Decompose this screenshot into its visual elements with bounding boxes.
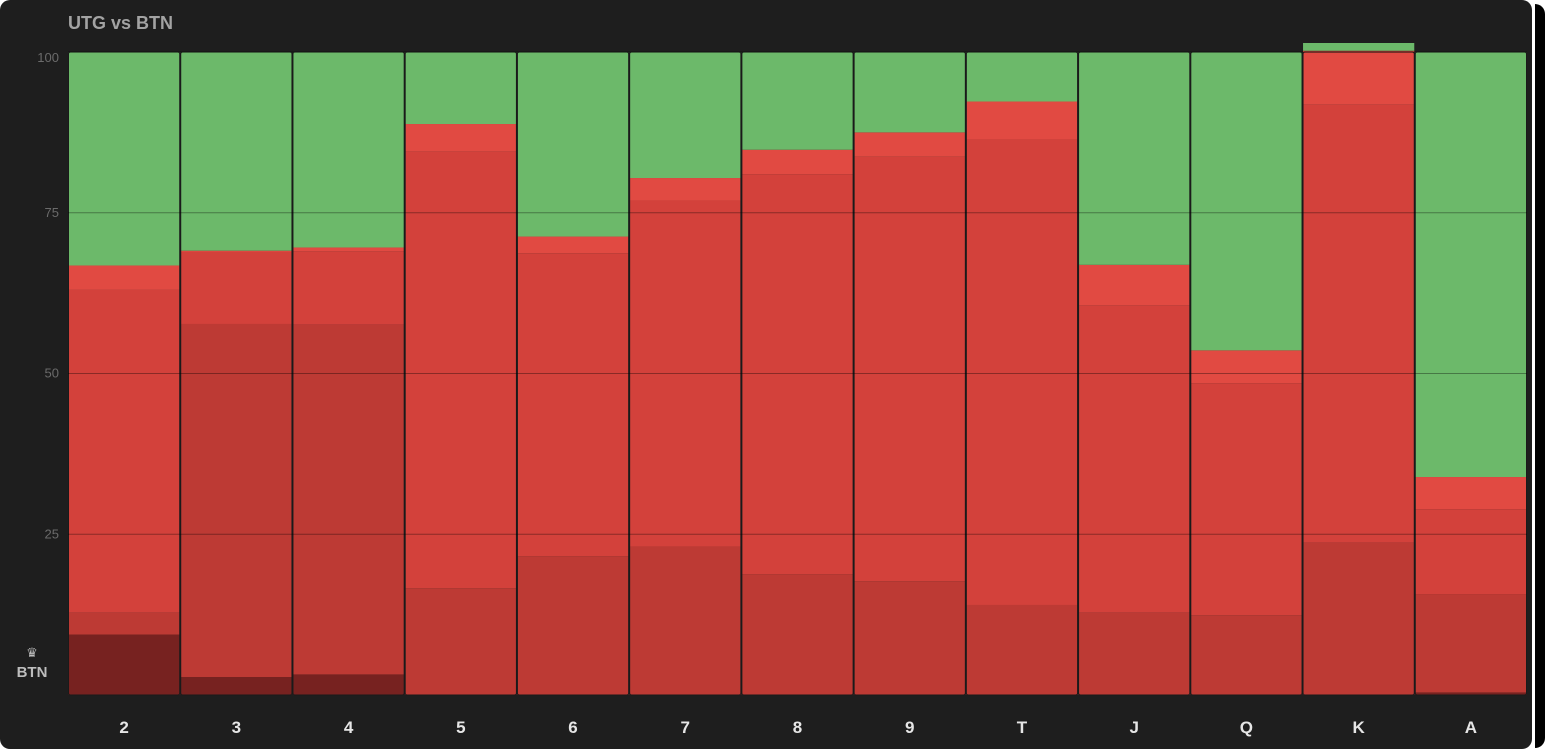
bar-segment-A-2[interactable] — [1415, 509, 1527, 595]
bar-segment-4-1[interactable] — [292, 324, 405, 675]
crown-icon: ♛ — [26, 645, 38, 660]
bar-outline-3 — [180, 51, 293, 696]
y-tick-label: 100 — [37, 50, 59, 65]
bar-segment-6-2[interactable] — [517, 253, 629, 557]
bar-outline-5 — [404, 51, 517, 696]
bar-segment-A-1[interactable] — [1415, 594, 1527, 693]
bar-segment-3-0[interactable] — [180, 676, 292, 695]
bar-segment-2-0[interactable] — [68, 634, 180, 695]
bar-segment-T-4[interactable] — [966, 52, 1078, 102]
bar-segment-2-3[interactable] — [68, 265, 180, 290]
bar-outline-2 — [68, 51, 181, 696]
bar-segment-8-3[interactable] — [741, 149, 854, 175]
bar-segment-7-1[interactable] — [629, 546, 741, 695]
x-tick-label: A — [1465, 718, 1477, 737]
bar-segment-T-3[interactable] — [966, 101, 1078, 140]
bar-outline-Q — [1190, 51, 1303, 696]
chart-title: UTG vs BTN — [68, 13, 174, 33]
bar-segment-T-1[interactable] — [966, 604, 1078, 695]
bar-segment-T-2[interactable] — [966, 139, 1078, 605]
bar-segment-5-3[interactable] — [405, 124, 517, 152]
x-tick-label: Q — [1240, 718, 1253, 737]
bar-segment-3-2[interactable] — [180, 251, 292, 324]
bar-segment-2-2[interactable] — [68, 289, 180, 613]
x-tick-label: J — [1129, 718, 1138, 737]
bar-segment-3-3[interactable] — [180, 250, 292, 252]
bar-segment-K-1[interactable] — [1303, 542, 1415, 695]
bar-segment-6-4[interactable] — [517, 52, 629, 237]
bar-outline-T — [965, 51, 1079, 696]
badge-label: BTN — [16, 664, 48, 681]
bar-segment-4-4[interactable] — [292, 52, 405, 248]
bar-segment-4-2[interactable] — [292, 251, 405, 325]
y-tick-label: 50 — [45, 366, 59, 381]
bar-segment-8-4[interactable] — [741, 52, 854, 150]
y-tick-label: 25 — [45, 526, 59, 541]
bar-segment-8-1[interactable] — [741, 574, 854, 695]
bar-segment-Q-3[interactable] — [1190, 350, 1303, 384]
x-tick-label: 6 — [568, 718, 577, 737]
x-tick-label: 5 — [456, 718, 465, 737]
bar-outline-8 — [741, 51, 854, 696]
bar-segment-8-2[interactable] — [741, 174, 854, 575]
bar-segment-4-0[interactable] — [292, 674, 405, 695]
bar-segment-6-1[interactable] — [517, 556, 629, 695]
x-tick-label: 8 — [793, 718, 802, 737]
x-tick-label: 2 — [119, 718, 128, 737]
x-tick-label: 7 — [681, 718, 690, 737]
bar-outline-4 — [292, 51, 405, 696]
bar-segment-J-3[interactable] — [1078, 264, 1190, 306]
bar-outline-K — [1302, 51, 1415, 696]
bar-segment-3-4[interactable] — [180, 52, 292, 251]
bar-segment-9-2[interactable] — [854, 156, 966, 582]
bar-segment-5-4[interactable] — [405, 52, 517, 125]
bar-segment-K-2[interactable] — [1303, 104, 1415, 543]
bar-segment-4-3[interactable] — [292, 247, 405, 252]
x-tick-label: T — [1017, 718, 1028, 737]
bar-segment-7-3[interactable] — [629, 178, 741, 201]
x-tick-label: K — [1353, 718, 1366, 737]
bar-segment-A-3[interactable] — [1415, 477, 1527, 510]
bar-segment-K-4[interactable] — [1303, 42, 1415, 51]
bar-segment-Q-1[interactable] — [1190, 615, 1303, 695]
bar-outline-9 — [853, 51, 966, 696]
y-tick-label: 75 — [45, 205, 59, 220]
bar-segment-3-1[interactable] — [180, 323, 292, 677]
x-tick-label: 3 — [232, 718, 241, 737]
bar-segment-5-2[interactable] — [405, 151, 517, 589]
bar-outline-7 — [629, 51, 742, 696]
bar-segment-6-3[interactable] — [517, 236, 629, 254]
bar-segment-7-2[interactable] — [629, 200, 741, 547]
bar-segment-J-4[interactable] — [1078, 52, 1190, 265]
bar-outline-J — [1078, 51, 1191, 696]
bar-segment-A-4[interactable] — [1415, 52, 1527, 478]
panel-edge — [1532, 0, 1545, 752]
bar-segment-9-3[interactable] — [854, 132, 966, 157]
bar-segment-9-4[interactable] — [854, 52, 966, 133]
bar-segment-9-1[interactable] — [854, 581, 966, 695]
bar-segment-2-1[interactable] — [68, 612, 180, 635]
bar-segment-J-1[interactable] — [1078, 612, 1190, 695]
bar-segment-7-4[interactable] — [629, 52, 741, 179]
bar-outline-A — [1414, 51, 1528, 696]
bar-segment-J-2[interactable] — [1078, 305, 1190, 613]
bar-outline-6 — [516, 51, 630, 696]
bar-segment-A-0[interactable] — [1415, 692, 1527, 695]
x-tick-label: 9 — [905, 718, 914, 737]
bar-segment-Q-4[interactable] — [1190, 52, 1303, 351]
bar-segment-Q-2[interactable] — [1190, 383, 1303, 616]
bar-segment-2-4[interactable] — [68, 52, 180, 266]
x-tick-label: 4 — [344, 718, 354, 737]
position-badge: ♛ BTN — [10, 645, 54, 682]
bar-segment-5-1[interactable] — [405, 588, 517, 695]
bar-segment-K-3[interactable] — [1303, 50, 1415, 105]
